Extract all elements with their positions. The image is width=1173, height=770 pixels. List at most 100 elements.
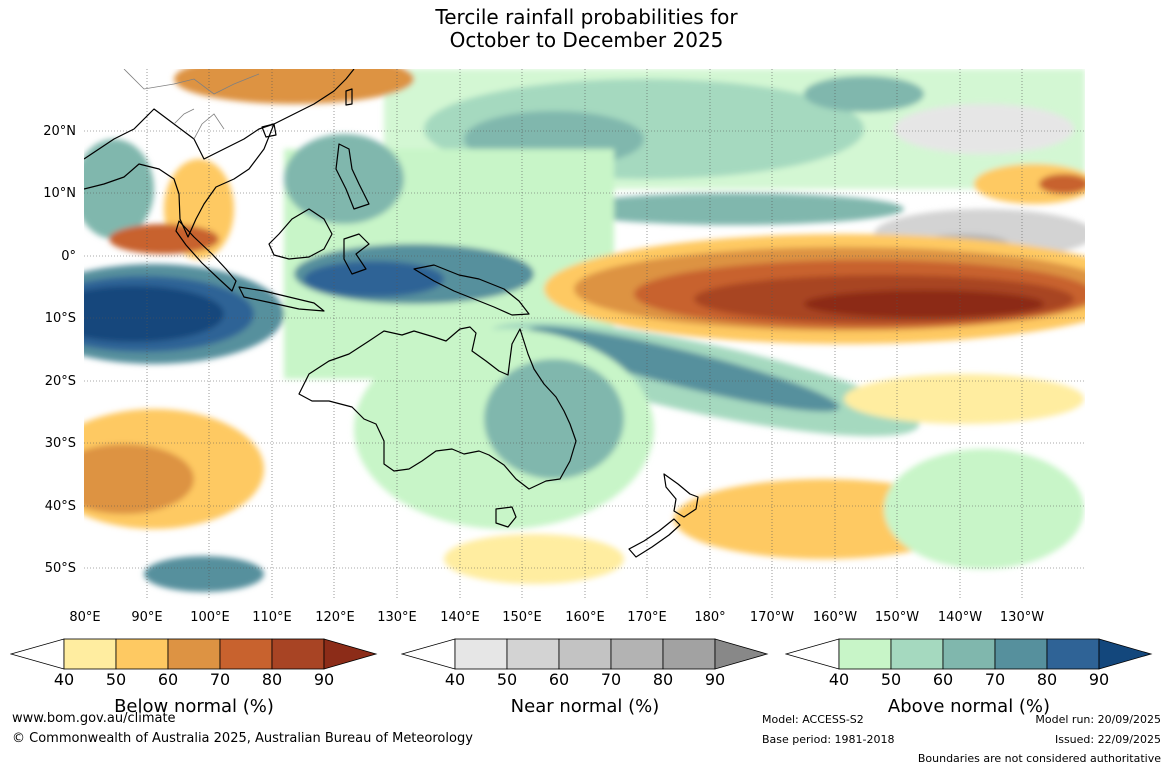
swatch [838,638,892,670]
region-below-70-andaman [109,224,219,254]
rainfall-probability-map [84,69,1085,600]
lat-label-20n: 20°N [43,124,76,139]
taiwan-coastline [345,88,353,106]
swatch [1046,638,1100,670]
region-above-60-ne [804,76,924,112]
swatch [63,638,117,670]
region-below-60-china [174,69,414,104]
lon-label-170w: 170°W [749,610,795,625]
country-borders [123,69,260,140]
above-tick-90: 90 [1088,670,1110,689]
coastlines [84,69,699,558]
below-normal-title: Below normal (%) [114,696,274,717]
swatch [610,638,664,670]
swatch [454,638,508,670]
new-zealand-north-coastline [663,473,699,518]
lon-label-160w: 160°W [812,610,858,625]
region-above-60-sea [284,134,404,224]
copyright-notice: © Commonwealth of Australia 2025, Austra… [12,731,473,746]
lat-label-30s: 30°S [44,436,76,451]
lon-label-100e: 100°E [190,610,230,625]
region-below-60-south-indian [84,444,194,514]
region-above-60-india [84,139,154,239]
below-tick-70: 70 [209,670,231,689]
borneo-coastline [268,208,333,260]
lon-label-140w: 140°W [937,610,983,625]
swatch [942,638,996,670]
bom-url: www.bom.gov.au/climate [12,711,176,726]
colorbar-arrow-right [1098,638,1153,670]
region-below-90-pacific-tongue [804,290,1044,318]
near-tick-60: 60 [548,670,570,689]
above-normal-colorbar [785,638,1153,670]
grid-lines [84,69,1085,600]
lon-label-130w: 130°W [999,610,1045,625]
lon-label-170e: 170°E [627,610,667,625]
lon-label-80e: 80°E [69,610,101,625]
lon-label-90e: 90°E [131,610,163,625]
lon-label-130e: 130°E [377,610,417,625]
swatch [115,638,169,670]
region-above-70-far-south [144,556,264,592]
probability-field [84,69,1085,592]
hainan-coastline [261,123,277,138]
lat-label-40s: 40°S [44,499,76,514]
region-above-50-equator-band [564,193,904,225]
lon-label-180: 180° [694,610,726,625]
lon-label-140e: 140°E [440,610,480,625]
region-above-70-spcz [528,326,840,412]
near-tick-70: 70 [600,670,622,689]
sulawesi-coastline [343,233,370,275]
below-tick-90: 90 [313,670,335,689]
lat-label-10s: 10°S [44,311,76,326]
map-title-line-1: Tercile rainfall probabilities for [435,5,738,29]
lon-label-150w: 150°W [874,610,920,625]
lat-label-10n: 10°N [43,186,76,201]
model-name: Model: ACCESS-S2 [762,713,864,726]
philippines-coastline [335,143,370,210]
new-zealand-south-coastline [628,518,681,558]
region-above-60-east-australia [484,359,624,479]
swatch [890,638,944,670]
colorbar-arrow-right [323,638,378,670]
swatch [662,638,716,670]
indochina-coastline [84,108,275,238]
below-tick-80: 80 [261,670,283,689]
region-below-70-ne [1039,174,1085,194]
above-tick-50: 50 [880,670,902,689]
lon-label-110e: 110°E [252,610,292,625]
lat-label-20s: 20°S [44,374,76,389]
lon-label-120e: 120°E [315,610,355,625]
region-above-80-maritime [304,261,444,297]
tasmania-coastline [495,506,517,528]
region-below-40-east [844,374,1084,424]
near-tick-80: 80 [652,670,674,689]
base-period: Base period: 1981-2018 [762,733,895,746]
colorbar-arrow-left [10,638,65,670]
swatch [994,638,1048,670]
issued-date: Issued: 22/09/2025 [1054,733,1161,746]
swatch [219,638,273,670]
australia-coastline [298,326,577,490]
region-below-50-ne [974,164,1085,204]
java-coastline [238,286,325,312]
new-guinea-coastline [413,264,530,316]
colorbar-arrow-right [714,638,769,670]
above-normal-title: Above normal (%) [887,696,1051,717]
map-title-line-2: October to December 2025 [449,28,724,52]
above-tick-80: 80 [1036,670,1058,689]
above-tick-70: 70 [984,670,1006,689]
above-tick-60: 60 [932,670,954,689]
region-below-40-tasman [444,534,624,584]
colorbar-arrow-left [401,638,456,670]
near-normal-title: Near normal (%) [510,696,660,717]
swatch [167,638,221,670]
model-run-date: Model run: 20/09/2025 [1035,713,1161,726]
below-normal-colorbar [10,638,378,670]
region-near-40-ne [894,104,1074,154]
below-tick-50: 50 [105,670,127,689]
near-tick-90: 90 [704,670,726,689]
near-tick-40: 40 [444,670,466,689]
near-normal-colorbar [401,638,769,670]
south-china-coastline [273,69,355,125]
